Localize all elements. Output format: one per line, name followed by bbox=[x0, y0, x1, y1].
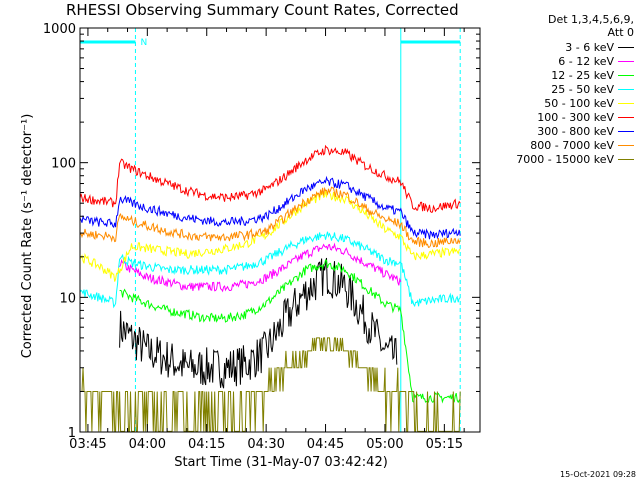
y-tick-label-3: 1000 bbox=[43, 22, 76, 37]
legend-swatch-6 bbox=[618, 130, 634, 132]
series-line-0 bbox=[119, 257, 398, 389]
x-tick-label-5: 05:00 bbox=[366, 437, 403, 452]
plot-frame bbox=[79, 27, 481, 433]
series-line-1 bbox=[119, 242, 402, 293]
y-tick-label-0: 1 bbox=[68, 426, 76, 441]
x-tick-label-0: 03:45 bbox=[69, 437, 106, 452]
series-line-2 bbox=[119, 259, 461, 404]
series-line-5 bbox=[79, 144, 461, 213]
legend-item-5: 100 - 300 keV bbox=[484, 110, 634, 124]
legend-label-5: 100 - 300 keV bbox=[537, 110, 614, 124]
legend: 3 - 6 keV 6 - 12 keV 12 - 25 keV 25 - 50 ke… bbox=[484, 40, 634, 166]
legend-swatch-7 bbox=[618, 144, 634, 146]
series-line-7 bbox=[79, 186, 461, 249]
x-tick-label-1: 04:00 bbox=[129, 437, 166, 452]
legend-label-1: 6 - 12 keV bbox=[558, 54, 614, 68]
legend-item-8: 7000 - 15000 keV bbox=[484, 152, 634, 166]
legend-header-detectors: Det 1,3,4,5,6,9, bbox=[547, 13, 634, 26]
legend-label-3: 25 - 50 keV bbox=[551, 82, 614, 96]
legend-label-7: 800 - 7000 keV bbox=[530, 138, 614, 152]
x-axis-label: Start Time (31-May-07 03:42:42) bbox=[174, 455, 388, 470]
legend-item-3: 25 - 50 keV bbox=[484, 82, 634, 96]
series-line-4 bbox=[79, 189, 461, 282]
axes: 03:45 04:00 04:15 04:30 04:45 05:00 05:15 1 10 10… bbox=[43, 22, 481, 452]
legend-item-1: 6 - 12 keV bbox=[484, 54, 634, 68]
legend-swatch-0 bbox=[618, 46, 634, 48]
x-tick-label-3: 04:30 bbox=[247, 437, 284, 452]
legend-label-4: 50 - 100 keV bbox=[544, 96, 614, 110]
legend-item-2: 12 - 25 keV bbox=[484, 68, 634, 82]
legend-swatch-5 bbox=[618, 116, 634, 118]
y-tick-label-2: 100 bbox=[51, 157, 76, 172]
series-line-8 bbox=[80, 337, 461, 432]
series-line-6 bbox=[79, 175, 461, 240]
legend-item-0: 3 - 6 keV bbox=[484, 40, 634, 54]
y-axis-label: Corrected Count Rate (s⁻¹ detector⁻¹) bbox=[20, 114, 35, 359]
legend-item-4: 50 - 100 keV bbox=[484, 96, 634, 110]
y-tick-label-1: 10 bbox=[59, 291, 76, 306]
legend-swatch-1 bbox=[618, 60, 634, 62]
night-marker-label: N bbox=[140, 38, 147, 48]
legend-item-6: 300 - 800 keV bbox=[484, 124, 634, 138]
legend-label-8: 7000 - 15000 keV bbox=[516, 152, 614, 166]
legend-swatch-3 bbox=[618, 88, 634, 90]
legend-header-attenuator: Att 0 bbox=[607, 26, 634, 39]
legend-label-0: 3 - 6 keV bbox=[565, 40, 614, 54]
legend-swatch-4 bbox=[618, 102, 634, 104]
chart-title: RHESSI Observing Summary Count Rates, Co… bbox=[66, 1, 459, 19]
legend-label-6: 300 - 800 keV bbox=[537, 124, 614, 138]
footer-timestamp: 15-Oct-2021 09:28 bbox=[560, 470, 636, 479]
legend-swatch-8 bbox=[618, 158, 634, 160]
series-lines bbox=[79, 144, 461, 432]
x-tick-label-4: 04:45 bbox=[307, 437, 344, 452]
legend-swatch-2 bbox=[618, 74, 634, 76]
series-line-3 bbox=[79, 231, 461, 309]
x-tick-label-6: 05:15 bbox=[426, 437, 463, 452]
legend-label-2: 12 - 25 keV bbox=[551, 68, 614, 82]
x-tick-label-2: 04:15 bbox=[188, 437, 225, 452]
legend-item-7: 800 - 7000 keV bbox=[484, 138, 634, 152]
